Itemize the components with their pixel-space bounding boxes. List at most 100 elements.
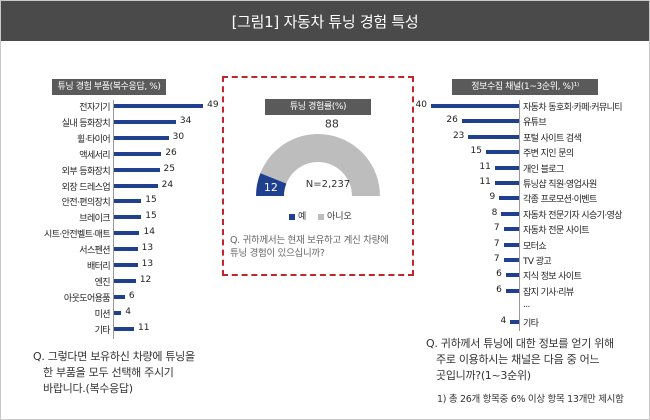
- right-footnote: 1) 총 26개 항목중 6% 이상 항목 13개만 제시함: [437, 394, 624, 405]
- right-bar-label: 튜닝샵 직원·영업사원: [523, 180, 597, 190]
- left-bar-value: 11: [138, 322, 150, 333]
- donut-annotation: N=2,237: [306, 179, 351, 190]
- legend-label-yes: 예: [298, 212, 307, 222]
- right-bar-label: 자동차 동호회·카페·커뮤니티: [523, 103, 623, 113]
- right-bar-value: 7: [493, 238, 500, 249]
- left-question-line: 한 부품을 모두 선택해 주시기: [43, 366, 174, 379]
- donut-chart: 12 88 N=2,237: [256, 117, 380, 196]
- right-bar-label: 유튜브: [523, 118, 547, 129]
- left-bar-value: 13: [141, 243, 154, 254]
- left-bar-value: 6: [128, 290, 135, 301]
- right-bar-label: 주변 지인 문의: [523, 149, 574, 160]
- right-bar: [494, 165, 519, 170]
- right-bar-label: 자동차 전문기자 시승기·영상: [523, 210, 623, 221]
- right-bar-value: 11: [479, 177, 491, 187]
- donut-slice-yes: [256, 173, 287, 196]
- right-bar-value: 40: [415, 100, 427, 110]
- right-bar: [501, 211, 519, 216]
- right-bar: [505, 288, 519, 293]
- left-bar-value: 4: [125, 306, 131, 317]
- right-chart-axis: [519, 100, 520, 331]
- right-bar-value: 7: [493, 254, 500, 264]
- left-bar-value: 34: [179, 115, 192, 126]
- left-bar: [114, 183, 158, 188]
- right-bar: [503, 227, 519, 232]
- left-bar-value: 25: [163, 163, 175, 174]
- right-bar-label: 기타: [523, 318, 539, 329]
- right-question-line: 주로 이용하시는 채널은 다음 중 어느: [436, 353, 600, 366]
- left-bar: [114, 278, 136, 283]
- left-bar: [114, 199, 142, 204]
- left-bar-label: 실내 등화장치: [61, 118, 111, 129]
- donut-slice-no: [260, 134, 380, 196]
- right-bar-label: 각종 프로모션·이벤트: [523, 195, 597, 206]
- left-bar: [114, 231, 140, 236]
- right-bar-value: 23: [452, 130, 465, 141]
- left-chart-axis: [113, 100, 114, 339]
- left-bar-label: 엔진: [94, 277, 111, 288]
- donut-value-yes: 12: [264, 181, 278, 194]
- right-bar-label: 포털 사이트 검색: [523, 133, 582, 144]
- right-question-line: 곳입니까?(1~3순위): [436, 369, 531, 382]
- left-bar-label: 서스펜션: [79, 246, 110, 257]
- left-bar-label: 시트·안전벨트·매트: [44, 230, 111, 241]
- right-chart-title: 정보수집 채널(1~3순위, %)¹⁾: [452, 79, 598, 95]
- figure-title: [그림1] 자동차 튜닝 경험 특성: [231, 13, 419, 31]
- left-bar: [114, 104, 204, 108]
- left-bar-label: 외부 등화장치: [61, 166, 111, 177]
- right-bar-value: 11: [479, 161, 491, 172]
- right-bar: [461, 119, 519, 124]
- left-bar-label: 아웃도어용품: [63, 293, 111, 304]
- right-bar-label: 지식 정보 사이트: [523, 272, 582, 283]
- center-question-line: Q. 귀하께서는 현재 보유하고 계신 차량에: [230, 235, 389, 246]
- legend-label-no: 아니오: [327, 212, 352, 222]
- left-question-line: Q. 그렇다면 보유하신 차량에 튜닝을: [33, 350, 195, 363]
- right-bar-label: ...: [523, 300, 530, 311]
- left-bar-label: 전자기기: [79, 103, 110, 113]
- right-bar-label: 자동차 전문 사이트: [523, 226, 590, 237]
- legend-item-no: 아니오: [318, 209, 352, 222]
- right-bar-value: 15: [470, 146, 482, 157]
- left-bar-value: 24: [161, 179, 174, 190]
- right-question-line: Q. 귀하께서 튜닝에 대한 정보를 얻기 위해: [426, 337, 614, 350]
- left-bar-value: 30: [172, 131, 185, 142]
- left-bar: [114, 167, 160, 172]
- right-bar: [486, 150, 519, 155]
- left-bar-label: 안전·편의장치: [61, 198, 111, 209]
- left-bar-label: 배터리: [86, 262, 111, 272]
- title-bar: [그림1] 자동차 튜닝 경험 특성: [1, 1, 649, 41]
- left-bar-value: 12: [139, 274, 152, 285]
- left-bar-value: 26: [165, 147, 177, 158]
- highlight-box: [222, 76, 414, 276]
- right-bar: [431, 104, 519, 108]
- right-bar-label: 잡지 기사·리뷰: [523, 287, 574, 298]
- right-bar-value: 7: [493, 223, 500, 234]
- left-bar-value: 14: [143, 227, 155, 238]
- right-bar-value: 9: [489, 192, 496, 203]
- right-bar-value: 6: [496, 269, 502, 280]
- right-bar: [494, 181, 519, 185]
- left-bar-label: 기타: [94, 325, 111, 336]
- left-bar: [114, 151, 162, 156]
- left-bar: [114, 247, 138, 252]
- right-bar: [468, 134, 519, 139]
- left-question-line: 바랍니다.(복수응답): [43, 382, 133, 395]
- left-bar-value: 15: [145, 211, 157, 222]
- right-bar: [505, 273, 519, 278]
- right-bar-value: 8: [491, 207, 498, 218]
- left-bar-label: 외장 드레스업: [61, 182, 111, 193]
- right-bar-label: TV 광고: [523, 257, 552, 267]
- legend-swatch-yes: [289, 213, 295, 220]
- right-bar-value: 26: [446, 115, 458, 126]
- right-bar: [499, 196, 519, 201]
- right-bar: [503, 258, 519, 262]
- left-bar-value: 49: [207, 100, 219, 110]
- left-bar-value: 13: [141, 259, 154, 269]
- left-bar: [114, 263, 138, 267]
- left-bar: [114, 119, 176, 124]
- legend-item-yes: 예: [289, 209, 306, 222]
- center-question-line: 튜닝 경험이 있으십니까?: [230, 248, 325, 259]
- left-chart-title: 튜닝 경험 부품(복수응답, %): [52, 79, 166, 95]
